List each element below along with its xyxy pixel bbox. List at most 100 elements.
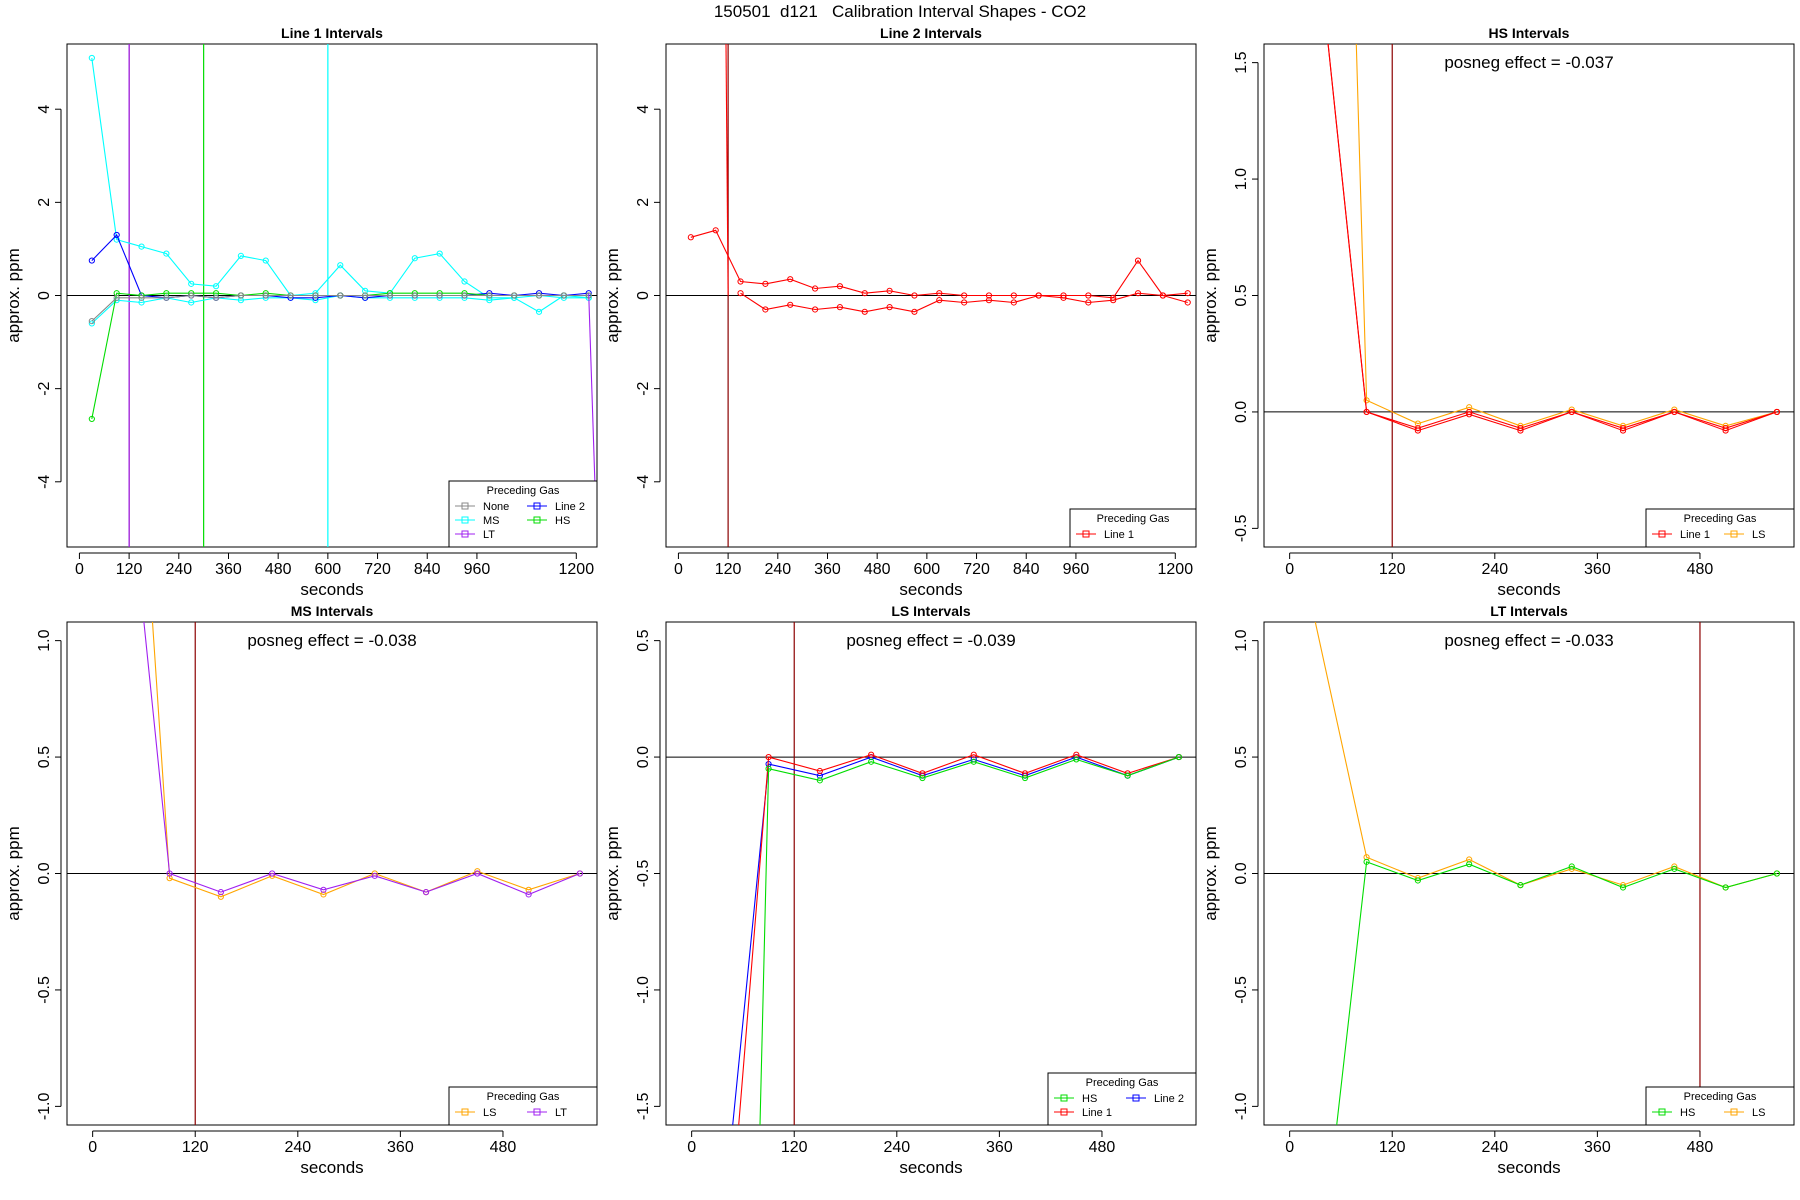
- x-tick-label: 0: [88, 1139, 97, 1156]
- data-point: [687, 234, 694, 241]
- y-tick-label: 0: [36, 291, 53, 300]
- main-title: 150501 d121 Calibration Interval Shapes …: [713, 2, 1087, 21]
- series-line: [725, 44, 729, 296]
- data-point: [1060, 294, 1067, 301]
- data-point: [1466, 861, 1473, 868]
- legend-entry-label: Line 1: [1680, 529, 1710, 541]
- data-point: [1773, 408, 1781, 416]
- plot-frame: [1263, 43, 1795, 548]
- plot-area: [67, 44, 597, 547]
- legend-swatch-marker: [1060, 1108, 1068, 1116]
- legend-swatch-marker: [1082, 530, 1090, 538]
- x-tick-label: 960: [1063, 561, 1090, 578]
- data-point: [461, 278, 468, 285]
- x-tick-label: 480: [1089, 1139, 1116, 1156]
- legend-swatch-marker: [461, 502, 469, 510]
- data-point: [1085, 292, 1092, 299]
- data-point: [188, 299, 195, 306]
- data-point: [337, 262, 344, 269]
- y-tick-label: 4: [36, 105, 53, 114]
- legend-swatch-marker: [1060, 1094, 1068, 1102]
- legend-entry-label: MS: [483, 515, 500, 527]
- legend-box: [1047, 1072, 1197, 1126]
- data-point: [212, 283, 220, 290]
- plot-area: [666, 44, 1196, 547]
- series-line: [1327, 44, 1778, 429]
- legend-entry-label: Line 1: [1082, 1107, 1112, 1119]
- data-point: [113, 236, 120, 243]
- y-axis-label: approx. ppm: [603, 826, 622, 921]
- x-tick-label: 480: [265, 561, 292, 578]
- data-point: [816, 767, 823, 775]
- data-point: [961, 292, 968, 299]
- data-point: [362, 287, 369, 294]
- data-point: [1722, 884, 1729, 891]
- y-tick-label: 1.0: [1233, 629, 1250, 651]
- x-tick-label: 1200: [559, 561, 595, 578]
- data-point: [1466, 408, 1473, 416]
- y-axis-label: approx. ppm: [4, 248, 23, 343]
- legend-swatch-marker: [461, 530, 469, 538]
- x-tick-label: 240: [883, 1139, 910, 1156]
- legend-box: [1645, 508, 1795, 548]
- legend-box: [1645, 1086, 1795, 1126]
- x-tick-label: 600: [914, 561, 941, 578]
- legend-swatch-marker: [461, 516, 469, 524]
- x-tick-label: 240: [1481, 1139, 1508, 1156]
- data-point: [1363, 408, 1370, 416]
- y-axis-label: approx. ppm: [1201, 826, 1220, 921]
- data-point: [237, 252, 245, 260]
- data-point: [1414, 425, 1421, 432]
- data-point: [411, 255, 418, 262]
- data-point: [1568, 863, 1575, 870]
- data-point: [1773, 870, 1781, 877]
- x-tick-label: 240: [764, 561, 791, 578]
- y-tick-label: 0: [635, 291, 652, 300]
- panel-title: Line 2 Intervals: [880, 25, 982, 41]
- y-tick-label: 1.0: [36, 629, 53, 651]
- data-point: [486, 292, 493, 299]
- data-point: [166, 875, 173, 882]
- legend-box: [448, 1086, 598, 1126]
- data-point: [88, 318, 95, 325]
- legend: Preceding Gas Line 1 LS: [1645, 508, 1795, 548]
- y-tick-label: 1.0: [1233, 168, 1250, 190]
- y-axis-label: approx. ppm: [603, 248, 622, 343]
- x-tick-label: 120: [116, 561, 143, 578]
- y-tick-label: -2: [36, 381, 53, 395]
- data-point: [88, 415, 95, 423]
- data-point: [911, 308, 918, 315]
- data-point: [737, 290, 744, 297]
- series-line: [91, 294, 589, 322]
- legend-entry-label: LS: [483, 1107, 496, 1119]
- legend-swatch-marker: [1730, 530, 1738, 538]
- data-point: [1134, 290, 1142, 297]
- legend-entry-label: HS: [1680, 1107, 1695, 1119]
- y-axis-label: approx. ppm: [1201, 248, 1220, 343]
- data-point: [320, 886, 327, 893]
- x-tick-label: 360: [814, 561, 841, 578]
- data-point: [474, 870, 481, 877]
- x-tick-label: 360: [215, 561, 242, 578]
- legend: Preceding Gas HS Line 2 Line 1: [1047, 1072, 1197, 1126]
- legend: Preceding Gas LS LT: [448, 1086, 598, 1126]
- data-point: [787, 276, 794, 283]
- legend-swatch-marker: [1730, 1108, 1738, 1116]
- y-tick-label: 2: [635, 198, 652, 207]
- data-point: [1414, 420, 1421, 427]
- data-point: [237, 292, 245, 299]
- data-point: [765, 753, 772, 761]
- series-line: [91, 234, 589, 299]
- data-point: [1035, 292, 1042, 299]
- series-line: [1314, 622, 1778, 889]
- data-point: [337, 292, 344, 299]
- data-point: [836, 304, 844, 311]
- data-point: [737, 278, 744, 285]
- x-tick-label: 120: [781, 1139, 808, 1156]
- data-point: [787, 301, 794, 308]
- data-point: [269, 870, 276, 877]
- y-tick-label: 0.0: [1233, 401, 1250, 423]
